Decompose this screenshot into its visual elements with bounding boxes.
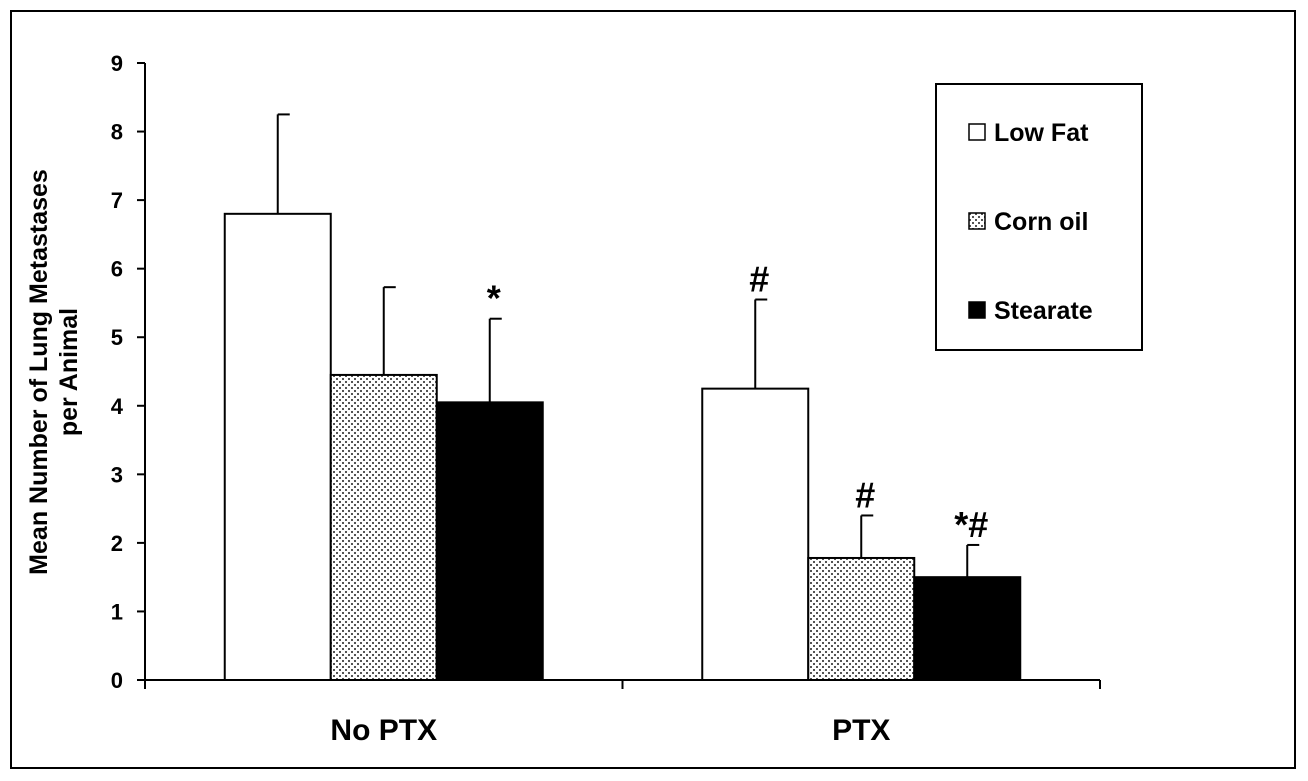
y-tick-label: 9: [111, 51, 123, 76]
significance-marker: #: [855, 474, 875, 515]
bar: [329, 373, 438, 681]
x-category-label: No PTX: [330, 714, 437, 747]
bar: [913, 576, 1022, 682]
y-tick-label: 2: [111, 531, 123, 556]
legend-swatch: [968, 123, 986, 141]
y-tick-label: 4: [111, 394, 124, 419]
y-tick-label: 1: [111, 599, 123, 624]
bars: * ##*#: [223, 113, 1022, 682]
significance-marker: #: [749, 259, 769, 300]
bar: [435, 401, 544, 681]
y-axis-title: Mean Number of Lung Metastases per Anima…: [25, 169, 83, 575]
legend-swatch: [968, 301, 986, 319]
significance-marker: *: [487, 278, 501, 319]
y-tick-label: 3: [111, 462, 123, 487]
y-tick-label: 6: [111, 257, 123, 282]
significance-marker: *#: [954, 504, 988, 545]
x-category-label: PTX: [832, 714, 890, 747]
y-tick-label: 0: [111, 668, 123, 693]
bar: [701, 387, 810, 681]
y-axis-title-line1: Mean Number of Lung Metastases: [25, 169, 53, 575]
legend-label: Low Fat: [994, 119, 1089, 147]
legend: Low Fat Corn oil Stearate: [935, 83, 1143, 351]
legend-swatch: [968, 212, 986, 230]
bar: [223, 212, 332, 681]
legend-label: Corn oil: [994, 208, 1088, 236]
y-tick-label: 8: [111, 120, 123, 145]
bar: [807, 556, 916, 682]
y-axis-title-line2: per Animal: [55, 308, 83, 436]
y-tick-label: 7: [111, 188, 123, 213]
y-tick-label: 5: [111, 325, 123, 350]
legend-label: Stearate: [994, 297, 1093, 325]
